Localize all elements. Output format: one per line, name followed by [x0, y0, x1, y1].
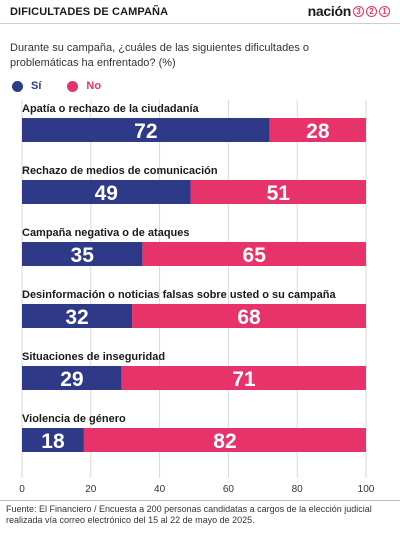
chart-title: DIFICULTADES DE CAMPAÑA — [10, 6, 169, 18]
x-tick-label: 100 — [358, 484, 375, 495]
legend-label-no: No — [86, 80, 102, 92]
data-label: 72 — [134, 120, 157, 143]
bar-segment-no — [269, 118, 366, 142]
bar-segment-si — [22, 366, 122, 390]
bar-segment-no — [83, 428, 367, 452]
legend-swatch-si — [12, 80, 23, 92]
category-label: Rechazo de medios de comunicación — [22, 165, 218, 177]
data-label: 82 — [213, 430, 236, 453]
stacked-bar-chart: 0 20 40 60 80 100 Apatía o rechazo de la ciuda… — [19, 100, 375, 495]
brand-digit-3: 1 — [379, 5, 390, 17]
data-label: 28 — [306, 120, 330, 143]
bar-segment-si — [22, 118, 270, 142]
brand-logo: nación 3 2 1 — [308, 3, 390, 19]
legend: Sí No — [12, 80, 127, 92]
category-label: Violencia de género — [22, 413, 126, 425]
bar-segment-si — [22, 242, 143, 266]
x-tick-label: 40 — [154, 484, 166, 495]
data-label: 32 — [65, 306, 88, 329]
brand-digit-2: 2 — [366, 5, 377, 17]
category-label: Campaña negativa o de ataques — [22, 227, 190, 239]
brand-digit-1: 3 — [353, 5, 364, 17]
data-label: 29 — [60, 368, 83, 391]
x-tick-label: 60 — [223, 484, 235, 495]
legend-swatch-no — [67, 80, 79, 92]
legend-item-si: Sí — [12, 80, 41, 92]
x-tick-label: 0 — [19, 484, 25, 495]
bar-segment-si — [22, 428, 84, 452]
x-tick-label: 20 — [85, 484, 97, 495]
category-label: Situaciones de inseguridad — [22, 351, 165, 363]
legend-item-no: No — [67, 80, 101, 92]
footer-divider — [0, 500, 400, 501]
category-label: Desinformación o noticias falsas sobre u… — [22, 289, 336, 301]
bar-segment-no — [132, 304, 366, 328]
bar-segment-si — [22, 180, 191, 204]
bar-segment-no — [121, 366, 366, 390]
data-label: 71 — [232, 368, 256, 391]
data-label: 18 — [41, 430, 65, 453]
legend-label-si: Sí — [31, 80, 42, 92]
brand-wordmark: nación — [307, 3, 352, 19]
data-label: 51 — [267, 182, 291, 205]
data-label: 65 — [243, 244, 267, 267]
x-tick-label: 80 — [292, 484, 304, 495]
bar-segment-no — [142, 242, 366, 266]
chart-question: Durante su campaña, ¿cuáles de las sigui… — [10, 42, 310, 69]
bar-segment-si — [22, 304, 133, 328]
source-note: Fuente: El Financiero / Encuesta a 200 p… — [6, 504, 372, 525]
data-label: 68 — [237, 306, 261, 329]
data-label: 35 — [71, 244, 95, 267]
category-label: Apatía o rechazo de la ciudadanía — [22, 103, 200, 115]
header-divider — [0, 23, 400, 24]
bar-segment-no — [190, 180, 366, 204]
data-label: 49 — [95, 182, 118, 205]
